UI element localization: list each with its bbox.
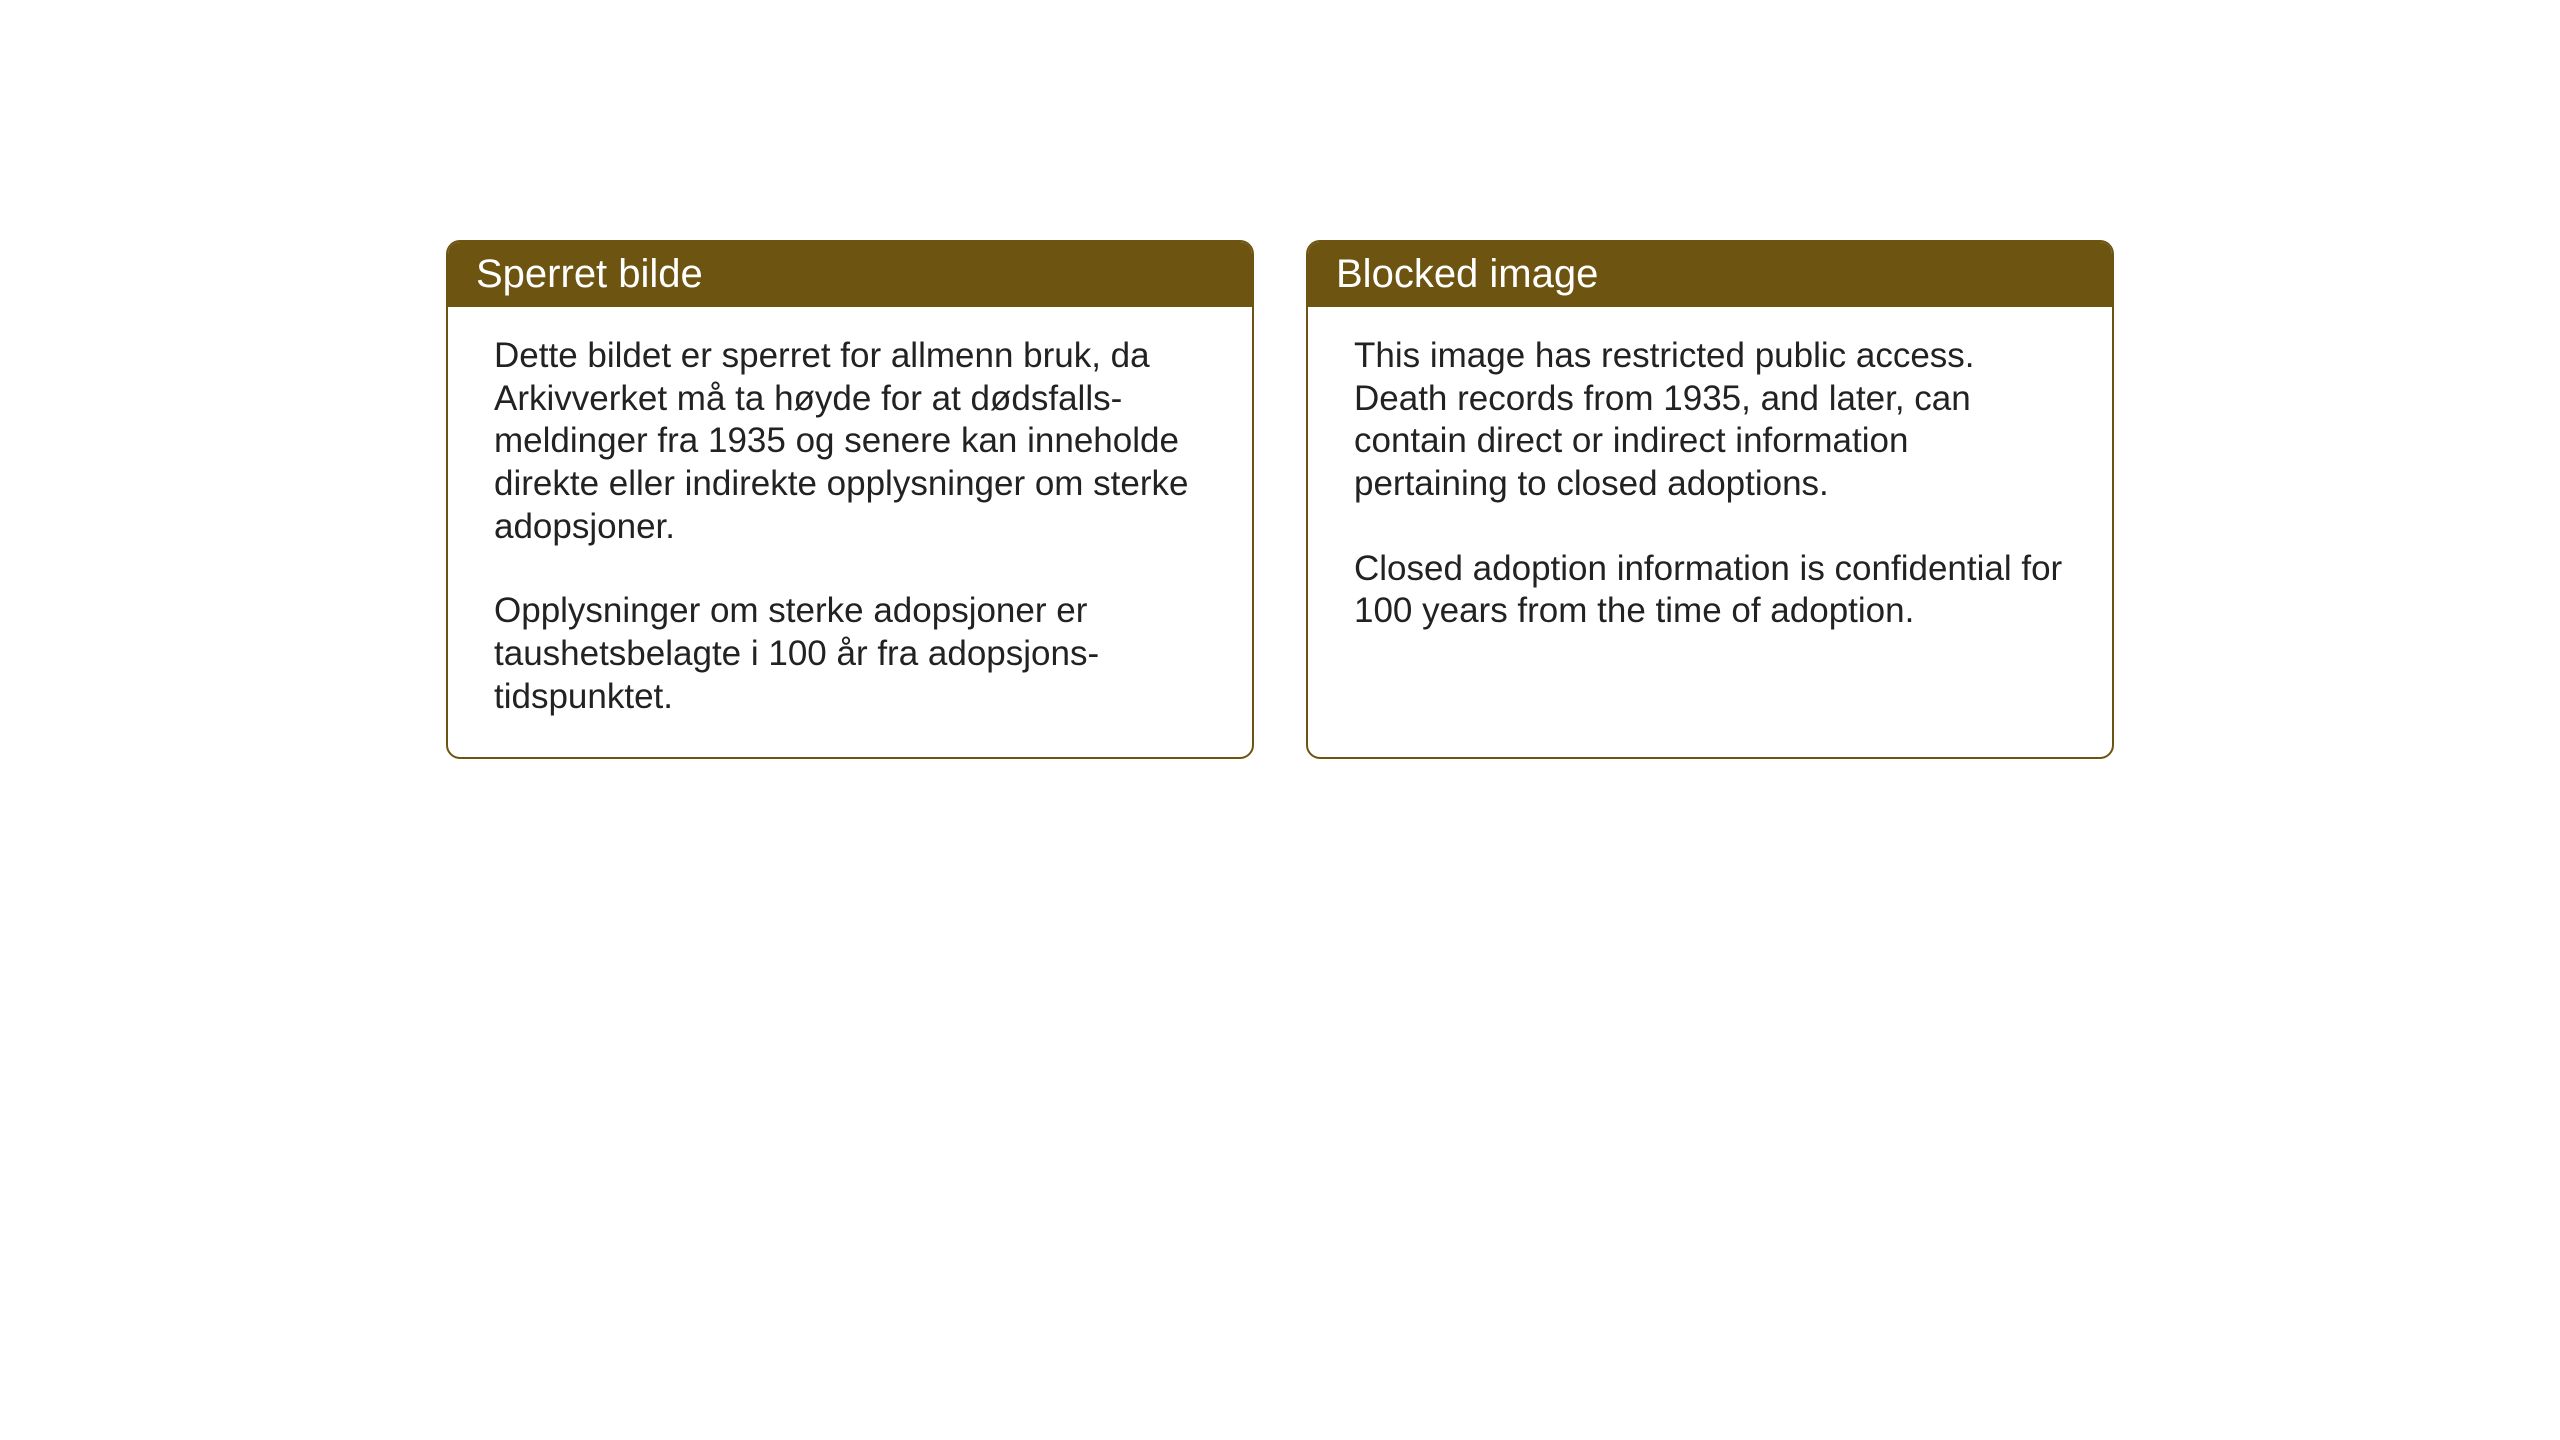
notice-paragraph-1-english: This image has restricted public access.… xyxy=(1354,335,2066,506)
notice-title-english: Blocked image xyxy=(1336,252,1598,296)
notice-paragraph-1-norwegian: Dette bildet er sperret for allmenn bruk… xyxy=(494,335,1206,548)
notice-body-norwegian: Dette bildet er sperret for allmenn bruk… xyxy=(448,307,1252,757)
notice-header-norwegian: Sperret bilde xyxy=(448,242,1252,307)
notice-body-english: This image has restricted public access.… xyxy=(1308,307,2112,757)
notice-container: Sperret bilde Dette bildet er sperret fo… xyxy=(446,240,2114,759)
notice-paragraph-2-norwegian: Opplysninger om sterke adopsjoner er tau… xyxy=(494,590,1206,718)
notice-card-norwegian: Sperret bilde Dette bildet er sperret fo… xyxy=(446,240,1254,759)
notice-title-norwegian: Sperret bilde xyxy=(476,252,703,296)
notice-card-english: Blocked image This image has restricted … xyxy=(1306,240,2114,759)
notice-paragraph-2-english: Closed adoption information is confident… xyxy=(1354,548,2066,633)
notice-header-english: Blocked image xyxy=(1308,242,2112,307)
